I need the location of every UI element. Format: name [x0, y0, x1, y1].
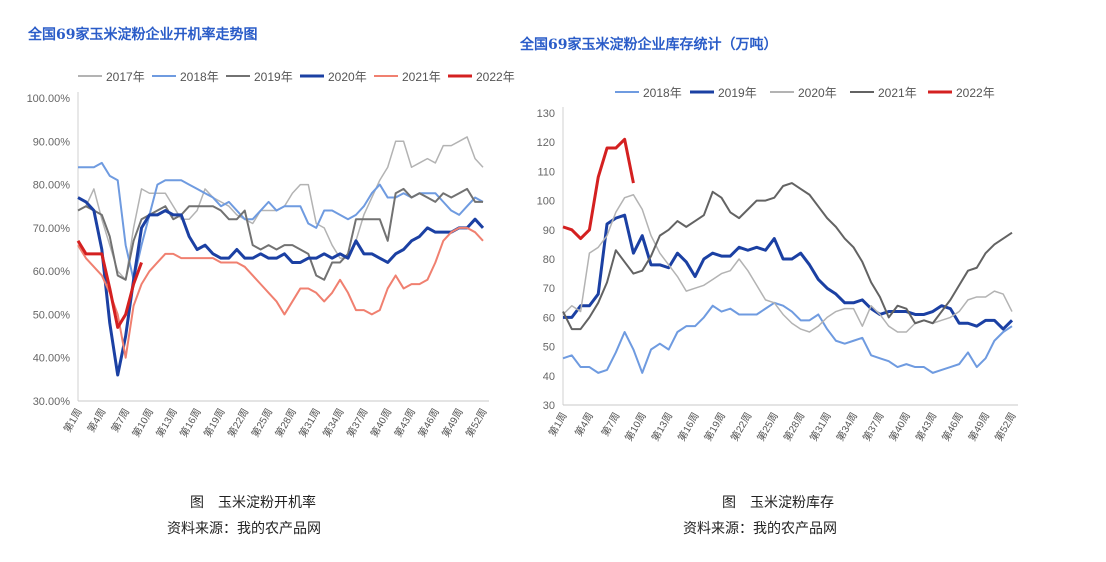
right-source: 资料来源：我的农产品网 — [683, 521, 837, 537]
x-tick-label: 第28周 — [272, 406, 299, 439]
y-tick-label: 100.00% — [27, 93, 71, 105]
x-tick-label: 第22周 — [728, 410, 755, 443]
legend-label: 2021年 — [402, 70, 441, 84]
x-tick-label: 第25周 — [754, 410, 781, 443]
y-tick-label: 90.00% — [33, 136, 71, 148]
x-tick-label: 第37周 — [860, 410, 887, 443]
x-tick-label: 第7周 — [598, 410, 622, 439]
x-tick-label: 第19周 — [201, 406, 228, 439]
legend-label: 2019年 — [718, 86, 757, 100]
x-tick-label: 第10周 — [622, 410, 649, 443]
y-tick-label: 40 — [543, 371, 555, 383]
y-tick-label: 80.00% — [33, 180, 71, 192]
y-tick-label: 40.00% — [33, 353, 71, 365]
x-tick-label: 第10周 — [129, 406, 156, 439]
series-line-2021年 — [77, 226, 484, 359]
y-tick-label: 60 — [543, 312, 555, 324]
legend-label: 2020年 — [328, 70, 367, 84]
x-tick-label: 第1周 — [61, 406, 85, 435]
y-tick-label: 130 — [537, 108, 555, 120]
series-line-2019年 — [563, 213, 1014, 331]
series-line-2018年 — [78, 161, 484, 281]
x-tick-label: 第13周 — [153, 406, 180, 439]
x-tick-label: 第40周 — [886, 410, 913, 443]
right-caption: 图 玉米淀粉库存 — [722, 495, 834, 511]
x-tick-label: 第40周 — [367, 406, 394, 439]
legend-label: 2020年 — [798, 86, 837, 100]
x-tick-label: 第43周 — [391, 406, 418, 439]
series-line-2022年 — [76, 240, 143, 329]
x-tick-label: 第43周 — [913, 410, 940, 443]
y-tick-label: 30.00% — [33, 396, 71, 408]
x-tick-label: 第49周 — [965, 410, 992, 443]
series-line-2018年 — [562, 301, 1013, 374]
y-tick-label: 120 — [537, 137, 555, 149]
series-line-2020年 — [562, 194, 1013, 333]
series-line-2022年 — [562, 137, 635, 241]
x-tick-label: 第19周 — [701, 410, 728, 443]
legend-label: 2021年 — [878, 86, 917, 100]
legend-label: 2022年 — [476, 70, 515, 84]
left-chart: 30.00% 40.00% 50.00% 60.00% 70.00% 80.00% 90.0… — [27, 70, 515, 439]
right-chart: 30405060708090100110120130第1周 第4周 第7周 第10周第… — [537, 86, 1019, 443]
x-tick-label: 第16周 — [177, 406, 204, 439]
x-tick-label: 第34周 — [320, 406, 347, 439]
x-tick-label: 第46周 — [939, 410, 966, 443]
series-line-2021年 — [562, 182, 1013, 331]
y-tick-label: 80 — [543, 254, 555, 266]
x-tick-label: 第31周 — [296, 406, 323, 439]
x-tick-label: 第37周 — [344, 406, 371, 439]
x-tick-label: 第1周 — [546, 410, 570, 439]
x-tick-label: 第49周 — [439, 406, 466, 439]
x-tick-label: 第16周 — [675, 410, 702, 443]
x-tick-label: 第4周 — [572, 410, 596, 439]
left-caption: 图 玉米淀粉开机率 — [190, 495, 316, 511]
x-tick-label: 第25周 — [248, 406, 275, 439]
left-source: 资料来源：我的农产品网 — [167, 521, 321, 537]
y-tick-label: 30 — [543, 400, 555, 412]
legend-label: 2019年 — [254, 70, 293, 84]
y-tick-label: 50 — [543, 342, 555, 354]
x-tick-label: 第22周 — [225, 406, 252, 439]
legend-label: 2017年 — [106, 70, 145, 84]
y-tick-label: 70.00% — [33, 223, 71, 235]
y-tick-label: 110 — [537, 166, 555, 178]
legend-label: 2022年 — [956, 86, 995, 100]
x-tick-label: 第46周 — [415, 406, 442, 439]
legend-label: 2018年 — [180, 70, 219, 84]
series-line-2019年 — [77, 187, 483, 281]
legend-label: 2018年 — [643, 86, 682, 100]
x-tick-label: 第52周 — [463, 406, 490, 439]
x-tick-label: 第28周 — [780, 410, 807, 443]
x-tick-label: 第4周 — [84, 406, 108, 435]
y-tick-label: 60.00% — [33, 266, 71, 278]
y-tick-label: 90 — [543, 225, 555, 237]
y-tick-label: 100 — [537, 196, 555, 208]
y-tick-label: 70 — [543, 283, 555, 295]
series-line-2020年 — [77, 196, 485, 377]
x-tick-label: 第34周 — [833, 410, 860, 443]
y-tick-label: 50.00% — [33, 309, 71, 321]
x-tick-label: 第31周 — [807, 410, 834, 443]
left-chart-title: 全国69家玉米淀粉企业开机率走势图 — [28, 27, 258, 43]
right-chart-title: 全国69家玉米淀粉企业库存统计（万吨） — [520, 37, 778, 53]
x-tick-label: 第13周 — [648, 410, 675, 443]
x-tick-label: 第52周 — [992, 410, 1019, 443]
x-tick-label: 第7周 — [108, 406, 132, 435]
